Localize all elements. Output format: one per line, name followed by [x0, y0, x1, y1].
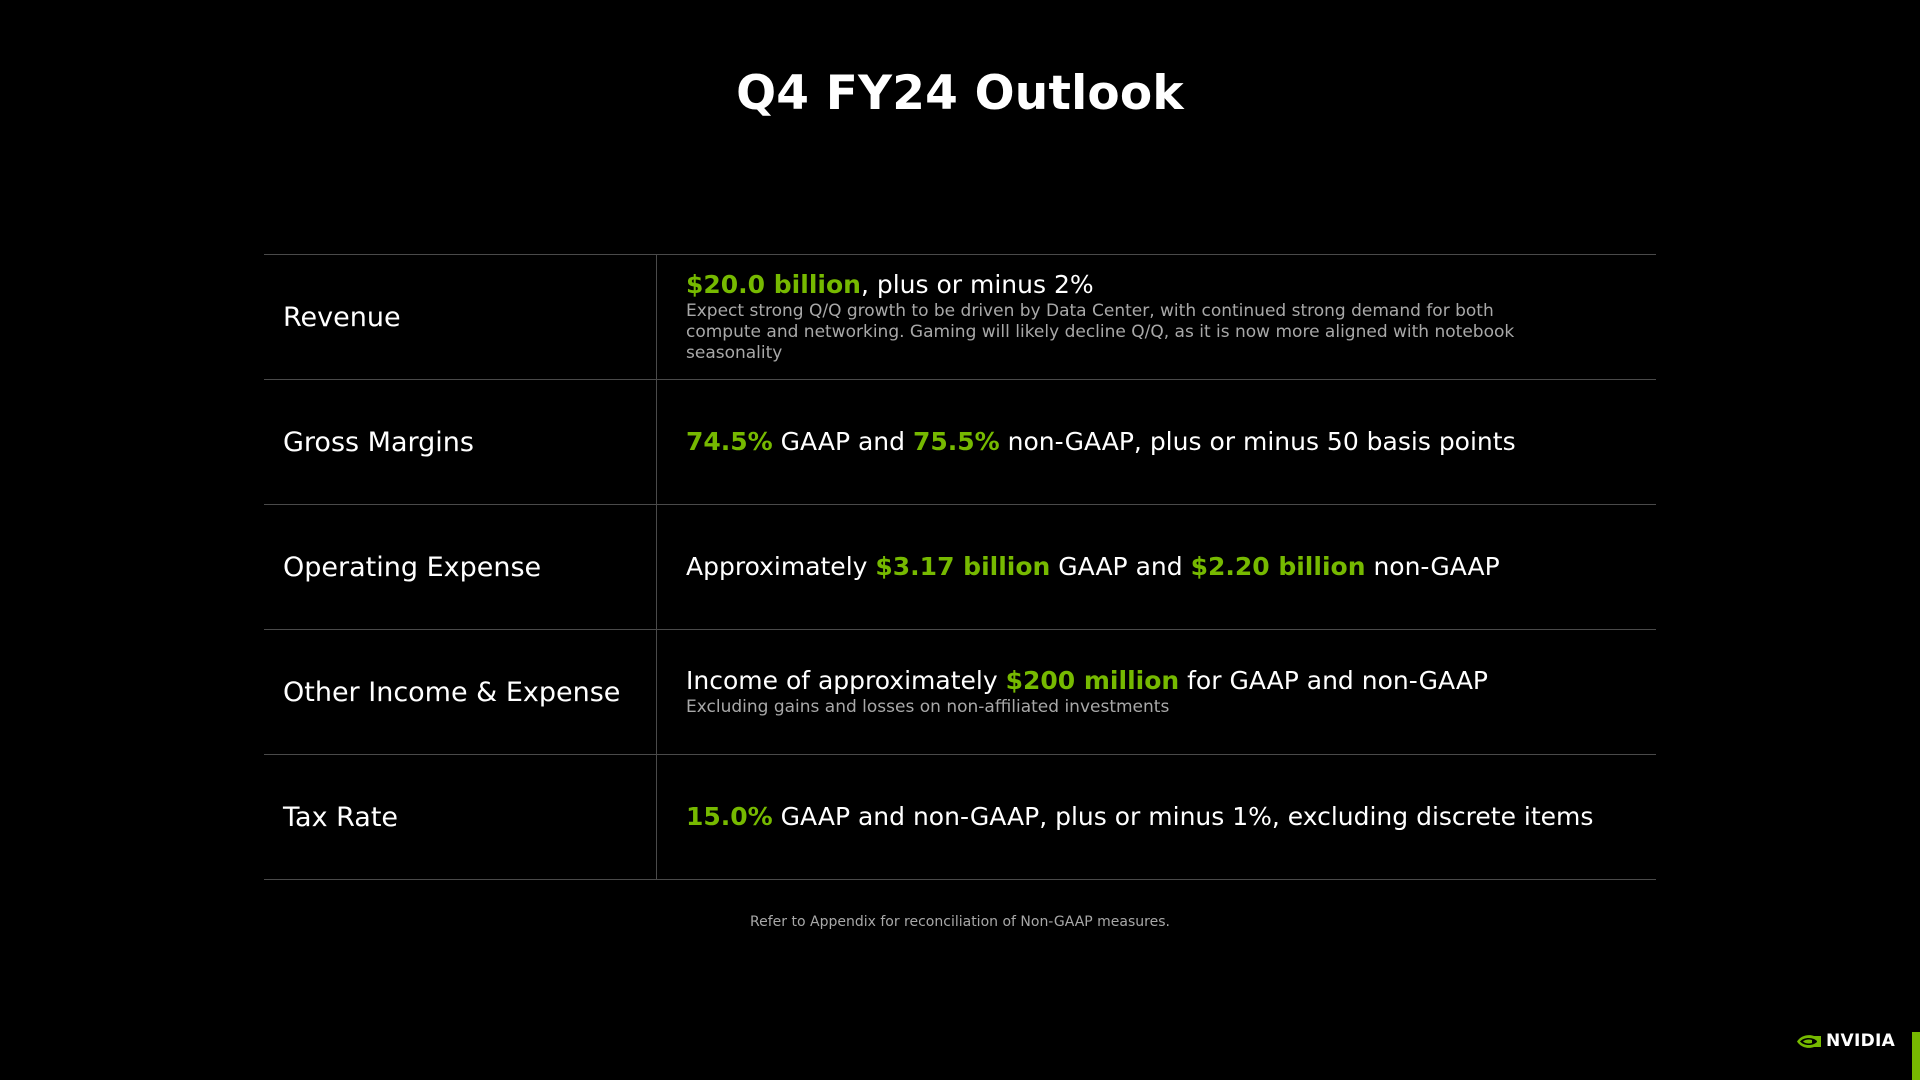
highlight-value: $3.17 billion: [875, 552, 1051, 581]
row-main-line: $20.0 billion, plus or minus 2%: [686, 270, 1616, 300]
page-title: Q4 FY24 Outlook: [736, 66, 1184, 121]
row-note: Excluding gains and losses on non-affili…: [686, 697, 1170, 717]
table-row-operating-expense: Operating Expense Approximately $3.17 bi…: [264, 505, 1656, 630]
value-text: , plus or minus 2%: [860, 270, 1094, 299]
value-text: GAAP and: [772, 427, 913, 456]
value-text: GAAP and: [1050, 552, 1191, 581]
row-label: Gross Margins: [264, 380, 657, 504]
table-row-gross-margins: Gross Margins 74.5% GAAP and 75.5% non-G…: [264, 380, 1656, 505]
logo-text: NVIDIA: [1826, 1031, 1896, 1051]
highlight-value: $20.0 billion: [686, 270, 861, 299]
nvidia-eye-icon: [1797, 1034, 1821, 1048]
row-main-line: 74.5% GAAP and 75.5% non-GAAP, plus or m…: [686, 427, 1616, 457]
row-label: Operating Expense: [264, 505, 657, 629]
table-row-revenue: Revenue $20.0 billion, plus or minus 2% …: [264, 255, 1656, 380]
value-text: Income of approximately: [686, 666, 1006, 695]
highlight-value: 15.0%: [686, 802, 773, 831]
row-label: Revenue: [264, 255, 657, 379]
row-note: Expect strong Q/Q growth to be driven by…: [686, 301, 1515, 363]
row-main-line: 15.0% GAAP and non-GAAP, plus or minus 1…: [686, 802, 1616, 832]
row-label: Other Income & Expense: [264, 630, 657, 754]
outlook-table: Revenue $20.0 billion, plus or minus 2% …: [264, 254, 1656, 880]
highlight-value: $2.20 billion: [1190, 552, 1366, 581]
value-text: GAAP and non-GAAP, plus or minus 1%, exc…: [772, 802, 1594, 831]
value-text: non-GAAP, plus or minus 50 basis points: [999, 427, 1516, 456]
value-text: for GAAP and non-GAAP: [1179, 666, 1489, 695]
row-value: Income of approximately $200 million for…: [657, 630, 1656, 754]
row-value: 15.0% GAAP and non-GAAP, plus or minus 1…: [657, 755, 1656, 879]
row-label: Tax Rate: [264, 755, 657, 879]
highlight-value: 74.5%: [686, 427, 773, 456]
accent-bar: [1912, 1032, 1920, 1080]
row-value: Approximately $3.17 billion GAAP and $2.…: [657, 505, 1656, 629]
value-text: non-GAAP: [1365, 552, 1500, 581]
table-row-tax-rate: Tax Rate 15.0% GAAP and non-GAAP, plus o…: [264, 755, 1656, 880]
table-row-other-income-expense: Other Income & Expense Income of approxi…: [264, 630, 1656, 755]
footnote: Refer to Appendix for reconciliation of …: [750, 914, 1170, 930]
row-value: 74.5% GAAP and 75.5% non-GAAP, plus or m…: [657, 380, 1656, 504]
row-main-line: Income of approximately $200 million for…: [686, 666, 1616, 696]
highlight-value: 75.5%: [912, 427, 1000, 456]
row-value: $20.0 billion, plus or minus 2% Expect s…: [657, 255, 1656, 379]
highlight-value: $200 million: [1005, 666, 1180, 695]
row-main-line: Approximately $3.17 billion GAAP and $2.…: [686, 552, 1616, 582]
nvidia-logo: NVIDIA: [1796, 1031, 1895, 1051]
value-text: Approximately: [686, 552, 876, 581]
